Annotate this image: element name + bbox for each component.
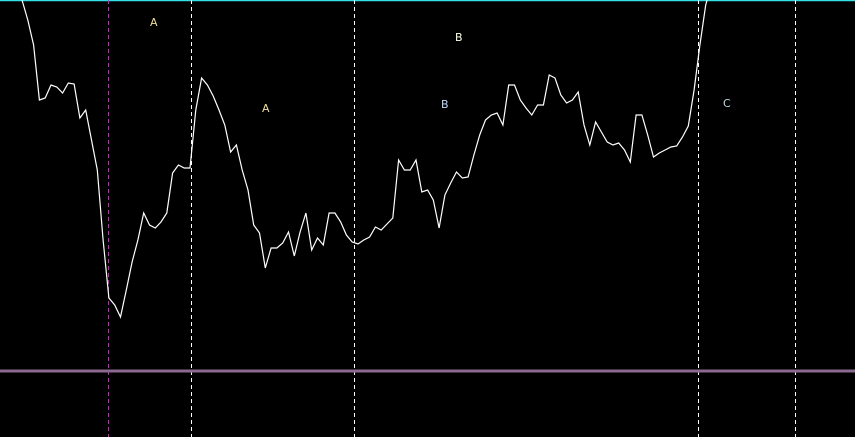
wave-label-a-2: A [262,102,270,115]
wave-label-c: C [723,97,731,110]
wave-label-a-1: A [150,16,158,29]
wave-label-b-1: B [455,31,463,44]
price-line [21,0,708,319]
wave-label-b-2: B [441,98,449,111]
